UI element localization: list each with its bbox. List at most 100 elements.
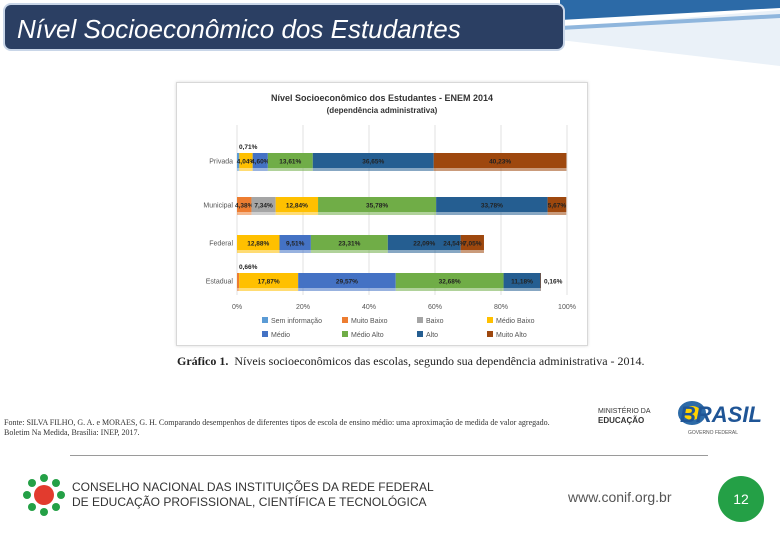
bar-segment bbox=[267, 153, 313, 168]
legend-label: Alto bbox=[426, 332, 438, 339]
bar-segment-shadow bbox=[237, 212, 252, 215]
data-label: 0,71% bbox=[239, 144, 258, 151]
source-citation: Fonte: SILVA FILHO, G. A. e MORAES, G. H… bbox=[4, 418, 550, 437]
page-number-badge: 12 bbox=[718, 476, 764, 522]
bar-segment-shadow bbox=[275, 212, 319, 215]
data-label: 11,18% bbox=[511, 279, 533, 286]
bar-segment bbox=[237, 197, 252, 212]
bar-segment-shadow bbox=[312, 168, 434, 171]
data-label: 12,84% bbox=[286, 203, 308, 210]
bar-segment bbox=[237, 153, 240, 168]
legend-label: Baixo bbox=[426, 318, 444, 325]
bar-segment bbox=[395, 273, 504, 288]
slide-title: Nível Socioeconômico dos Estudantes bbox=[17, 14, 461, 44]
legend-swatch bbox=[342, 331, 348, 337]
category-label: Privada bbox=[209, 159, 233, 166]
ministry-line2: EDUCAÇÃO bbox=[598, 416, 645, 425]
data-label: 32,68% bbox=[439, 279, 461, 286]
legend-label: Médio bbox=[271, 332, 290, 339]
bar-segment-shadow bbox=[387, 250, 461, 253]
council-line1: CONSELHO NACIONAL DAS INSTITUIÇÕES DA RE… bbox=[72, 480, 434, 494]
svg-text:GOVERNO FEDERAL: GOVERNO FEDERAL bbox=[688, 430, 738, 436]
bar-segment bbox=[540, 273, 541, 288]
council-line2: DE EDUCAÇÃO PROFISSIONAL, CIENTÍFICA E T… bbox=[72, 495, 427, 509]
bar-segment-shadow bbox=[239, 288, 299, 291]
bar-segment-shadow bbox=[239, 168, 253, 171]
legend-label: Médio Alto bbox=[351, 332, 384, 339]
legend-label: Sem informação bbox=[271, 318, 322, 325]
bar-segment bbox=[436, 197, 548, 212]
bar-segment-shadow bbox=[540, 288, 541, 291]
data-label: 22,09% bbox=[413, 241, 435, 248]
bar-segment-shadow bbox=[310, 250, 388, 253]
ministry-line1: MINISTÉRIO DA bbox=[598, 408, 651, 415]
data-label: 7,34% bbox=[254, 203, 273, 210]
data-label: 36,65% bbox=[362, 159, 384, 166]
bar-segment-shadow bbox=[267, 168, 313, 171]
bar-segment bbox=[503, 273, 541, 288]
header-decoration bbox=[560, 0, 780, 66]
chart-subtitle: (dependência administrativa) bbox=[327, 106, 438, 115]
bar-segment bbox=[298, 273, 396, 288]
x-tick-label: 80% bbox=[494, 304, 508, 311]
bar-segment bbox=[547, 197, 567, 212]
data-label: 33,78% bbox=[481, 203, 503, 210]
bar-segment-shadow bbox=[503, 288, 541, 291]
svg-text:BRASIL: BRASIL bbox=[680, 402, 762, 427]
chart-title: Nível Socioeconômico dos Estudantes - EN… bbox=[271, 93, 493, 103]
bar-segment-shadow bbox=[252, 168, 268, 171]
bar-segment bbox=[237, 235, 280, 250]
legend-label: Muito Alto bbox=[496, 332, 527, 339]
bar-segment bbox=[237, 273, 240, 288]
bar-segment-shadow bbox=[547, 212, 567, 215]
footer-divider bbox=[70, 455, 708, 456]
legend-swatch bbox=[417, 331, 423, 337]
brasil-government-logo: BRASIL GOVERNO FEDERAL bbox=[678, 401, 762, 436]
bar-segment-shadow bbox=[298, 288, 396, 291]
bar-segment-shadow bbox=[318, 212, 437, 215]
bar-segment bbox=[239, 153, 253, 168]
legend-swatch bbox=[487, 317, 493, 323]
slide-title-box: Nível Socioeconômico dos Estudantes bbox=[3, 3, 565, 51]
bar-segment bbox=[279, 235, 311, 250]
caption-label: Gráfico 1. bbox=[177, 354, 229, 368]
chart-frame: Nível Socioeconômico dos Estudantes - EN… bbox=[176, 82, 588, 346]
legend-label: Muito Baixo bbox=[351, 318, 388, 325]
stacked-bar-chart: Nível Socioeconômico dos Estudantes - EN… bbox=[203, 93, 576, 339]
data-label: 9,51% bbox=[286, 241, 305, 248]
data-label: 4,38% bbox=[235, 203, 254, 210]
x-tick-label: 40% bbox=[362, 304, 376, 311]
bar-segment bbox=[310, 235, 388, 250]
bar-segment bbox=[387, 235, 461, 250]
ministry-logo: MINISTÉRIO DA EDUCAÇÃO bbox=[598, 407, 651, 426]
bar-segment-shadow bbox=[237, 168, 240, 171]
data-label: 24,54% bbox=[443, 241, 465, 248]
data-label: 7,05% bbox=[463, 241, 482, 248]
legend-swatch bbox=[342, 317, 348, 323]
x-tick-label: 0% bbox=[232, 304, 242, 311]
x-tick-label: 100% bbox=[558, 304, 576, 311]
caption-text: Níveis socioeconômicos das escolas, segu… bbox=[234, 354, 645, 368]
bar-segment-shadow bbox=[251, 212, 276, 215]
data-label: 29,57% bbox=[336, 279, 358, 286]
data-label: 4,60% bbox=[251, 159, 270, 166]
legend-swatch bbox=[262, 331, 268, 337]
data-label: 0,16% bbox=[544, 279, 563, 286]
conif-logo-icon bbox=[23, 474, 65, 516]
council-name: CONSELHO NACIONAL DAS INSTITUIÇÕES DA RE… bbox=[72, 480, 434, 510]
bar-segment bbox=[318, 197, 437, 212]
bar-segment-shadow bbox=[237, 250, 280, 253]
legend-swatch bbox=[487, 331, 493, 337]
bar-segment bbox=[460, 235, 484, 250]
data-label: 5,67% bbox=[548, 203, 567, 210]
bar-segment bbox=[312, 153, 434, 168]
website-link[interactable]: www.conif.org.br bbox=[568, 489, 672, 505]
category-label: Municipal bbox=[203, 203, 233, 210]
legend-swatch bbox=[262, 317, 268, 323]
legend-swatch bbox=[417, 317, 423, 323]
bar-segment bbox=[275, 197, 319, 212]
data-label: 40,23% bbox=[489, 159, 511, 166]
category-label: Estadual bbox=[206, 279, 234, 286]
x-tick-label: 60% bbox=[428, 304, 442, 311]
bar-segment bbox=[239, 273, 299, 288]
